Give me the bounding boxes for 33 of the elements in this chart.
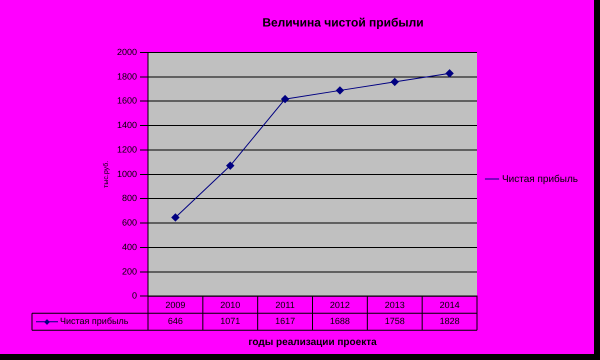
point [390,78,399,86]
y-tick-label: 0 [132,290,137,301]
point [171,213,180,222]
data-label: 646 [168,316,183,326]
point [226,162,234,170]
legend-label: Чистая прибыль [502,174,578,185]
x-tick-label: 2014 [440,300,460,310]
data-label: 1688 [330,316,350,326]
point [446,69,454,78]
y-tick-label: 1400 [116,120,137,130]
y-tick-label: 2000 [116,46,137,57]
y-tick-label: 800 [122,193,137,204]
y-tick-label: 1000 [116,168,137,179]
chart-title: Величина чистой прибыли [262,16,424,30]
y-tick-label: 1200 [116,144,137,154]
x-axis-title: годы реализации проекта [248,336,378,348]
data-label: 1617 [275,316,296,326]
y-tick-label: 1600 [116,96,137,106]
point [281,95,290,104]
data-label: 1758 [384,316,405,326]
y-tick-label: 400 [122,242,137,252]
y-tick-label: 600 [122,218,137,228]
x-tick-label: 2011 [275,300,295,310]
data-label: 1828 [440,316,460,326]
x-tick-label: 2010 [220,300,240,310]
x-tick-label: 2009 [165,300,186,310]
data-label: 1071 [220,316,240,326]
x-tick-label: 2013 [384,300,405,310]
x-tick-label: 2012 [330,300,350,310]
text: Чистая прибыль [60,316,128,326]
point [336,86,344,94]
y-tick-label: 200 [122,266,137,276]
y-tick-label: 1800 [116,71,137,82]
